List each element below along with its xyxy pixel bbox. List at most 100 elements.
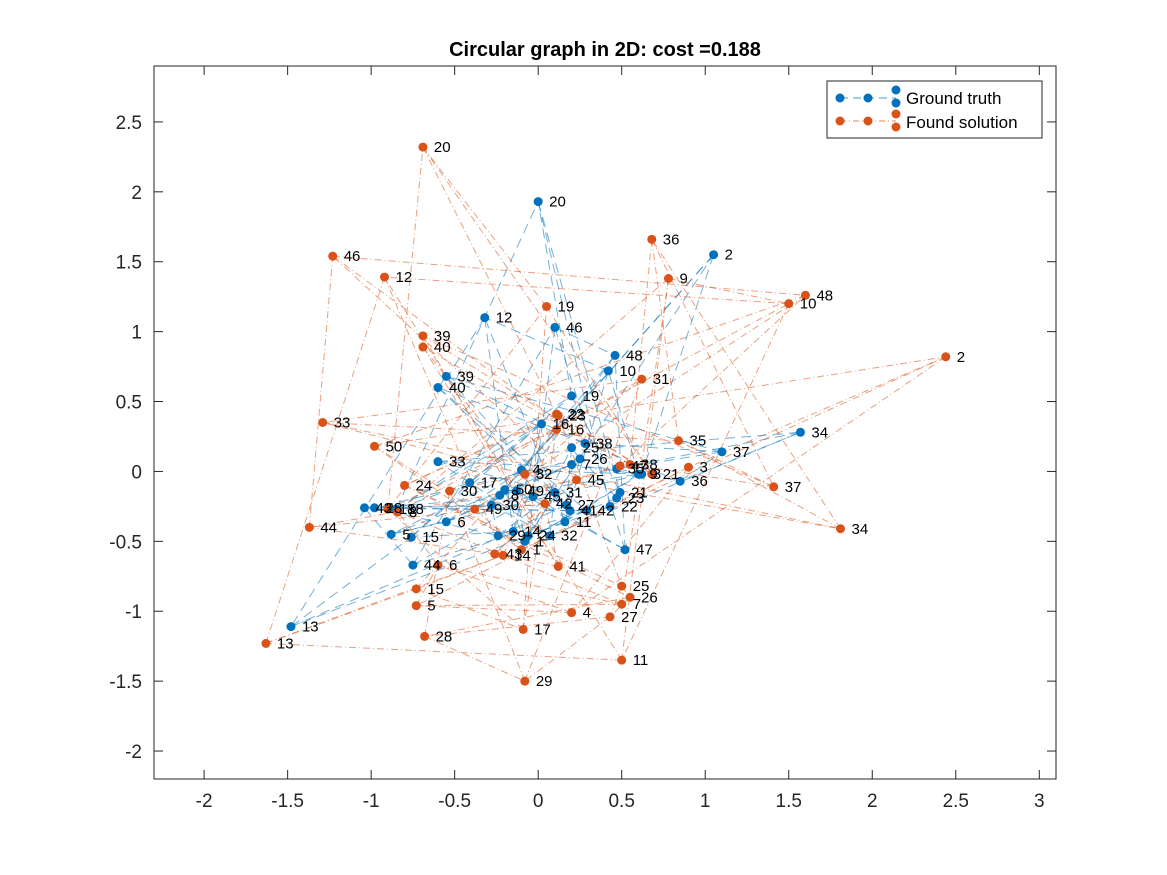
- edge-found-solution: [416, 605, 572, 614]
- edge-found-solution: [422, 335, 774, 488]
- edge-found-solution: [424, 596, 631, 637]
- point-label-ground-truth-13: 13: [302, 619, 319, 636]
- point-found-solution-29: [520, 676, 530, 686]
- edge-found-solution: [437, 564, 622, 605]
- point-label-found-solution-9: 9: [679, 271, 687, 288]
- point-label-ground-truth-26: 26: [591, 451, 608, 468]
- point-label-ground-truth-8: 8: [511, 487, 519, 504]
- point-ground-truth-23: [612, 493, 622, 503]
- y-tick-label: 2: [131, 183, 142, 204]
- point-label-found-solution-24: 24: [416, 477, 433, 494]
- point-label-found-solution-31: 31: [653, 371, 670, 388]
- point-label-ground-truth-40: 40: [449, 380, 466, 397]
- point-ground-truth-17: [465, 478, 475, 488]
- point-ground-truth-15: [406, 532, 416, 542]
- point-label-found-solution-44: 44: [320, 519, 337, 536]
- legend-entry-ground-truth[interactable]: Ground truth: [835, 85, 1002, 109]
- edge-ground-truth: [412, 327, 556, 566]
- point-label-ground-truth-21: 21: [631, 484, 648, 501]
- point-label-found-solution-17: 17: [534, 621, 551, 638]
- edge-found-solution: [415, 564, 439, 606]
- point-ground-truth-26: [575, 454, 585, 464]
- chart-title: Circular graph in 2D: cost =0.188: [449, 39, 761, 61]
- edge-ground-truth: [437, 387, 587, 511]
- point-label-ground-truth-43: 43: [375, 500, 392, 517]
- point-label-found-solution-7: 7: [633, 596, 641, 613]
- edge-found-solution: [422, 146, 558, 415]
- point-label-found-solution-19: 19: [558, 298, 575, 315]
- edge-found-solution: [474, 294, 806, 510]
- point-ground-truth-25: [567, 443, 577, 453]
- edge-ground-truth: [499, 473, 639, 496]
- point-found-solution-31: [637, 374, 647, 384]
- point-ground-truth-48: [610, 350, 620, 360]
- point-label-found-solution-28: 28: [436, 628, 453, 645]
- edge-ground-truth: [290, 317, 486, 627]
- edge-found-solution: [397, 511, 622, 605]
- point-label-found-solution-50: 50: [385, 438, 402, 455]
- point-label-ground-truth-35: 35: [628, 461, 645, 478]
- point-label-ground-truth-22: 22: [621, 498, 638, 515]
- legend-label-ground-truth: Ground truth: [906, 89, 1001, 108]
- point-ground-truth-42: [582, 506, 592, 516]
- edge-found-solution: [629, 239, 653, 465]
- edge-ground-truth: [584, 442, 722, 453]
- edge-ground-truth: [446, 494, 500, 523]
- edge-found-solution: [404, 415, 559, 486]
- legend-entry-found-solution[interactable]: Found solution: [835, 109, 1018, 133]
- point-label-ground-truth-7: 7: [583, 456, 591, 473]
- point-label-ground-truth-46: 46: [566, 319, 583, 336]
- legend[interactable]: Ground truth Found solution: [826, 80, 1043, 139]
- point-label-ground-truth-2: 2: [725, 247, 733, 264]
- point-ground-truth-37: [717, 447, 727, 457]
- point-label-found-solution-2: 2: [957, 349, 965, 366]
- edge-ground-truth: [395, 395, 572, 510]
- point-label-ground-truth-38: 38: [596, 435, 613, 452]
- point-label-found-solution-48: 48: [816, 287, 833, 304]
- legend-label-found-solution: Found solution: [906, 113, 1018, 132]
- edge-ground-truth: [374, 458, 581, 509]
- point-label-found-solution-41: 41: [569, 558, 586, 575]
- ticks-layer: -2 -1.5 -1 -0.5 0 0.5 1 1.5 2 2.5 3 -2 -1.5 -1 -0.5 0 0.…: [109, 66, 1056, 812]
- x-tick-label: -0.5: [438, 791, 471, 812]
- edge-found-solution: [374, 356, 946, 447]
- edge-found-solution: [524, 616, 611, 682]
- edge-found-solution: [678, 440, 841, 530]
- edge-found-solution: [524, 378, 643, 682]
- point-label-ground-truth-12: 12: [496, 310, 513, 327]
- point-found-solution-9: [663, 274, 673, 284]
- point-ground-truth-20: [533, 197, 543, 207]
- points-layer: [261, 142, 951, 686]
- point-found-solution-24: [400, 480, 410, 490]
- y-tick-label: 1.5: [116, 253, 142, 274]
- point-label-ground-truth-39: 39: [457, 368, 474, 385]
- edge-found-solution: [309, 503, 545, 528]
- edge-found-solution: [424, 635, 526, 682]
- point-found-solution-21: [647, 469, 657, 479]
- point-found-solution-32: [520, 469, 530, 479]
- edge-ground-truth: [412, 510, 587, 566]
- edge-ground-truth: [390, 469, 522, 535]
- point-found-solution-34: [836, 524, 846, 534]
- point-label-ground-truth-37: 37: [733, 444, 750, 461]
- point-label-found-solution-43: 43: [506, 546, 523, 563]
- edge-found-solution: [422, 346, 559, 567]
- point-found-solution-10: [784, 299, 794, 309]
- edge-found-solution: [404, 484, 622, 587]
- point-found-solution-7: [617, 599, 627, 609]
- edge-ground-truth: [607, 370, 639, 475]
- point-label-found-solution-40: 40: [434, 339, 451, 356]
- edge-found-solution: [384, 276, 789, 305]
- edge-ground-truth: [446, 375, 586, 444]
- legend-marker-ground-truth: [835, 93, 845, 103]
- point-label-found-solution-11: 11: [633, 652, 649, 669]
- point-found-solution-49: [470, 504, 480, 514]
- point-found-solution-1: [516, 545, 526, 555]
- point-ground-truth-46: [550, 322, 560, 332]
- point-label-ground-truth-29: 29: [509, 528, 526, 545]
- x-tick-label: 0: [533, 791, 544, 812]
- point-label-found-solution-49: 49: [486, 501, 503, 518]
- point-label-ground-truth-3: 3: [653, 466, 661, 483]
- edge-ground-truth: [484, 317, 609, 372]
- point-label-ground-truth-30: 30: [502, 497, 519, 514]
